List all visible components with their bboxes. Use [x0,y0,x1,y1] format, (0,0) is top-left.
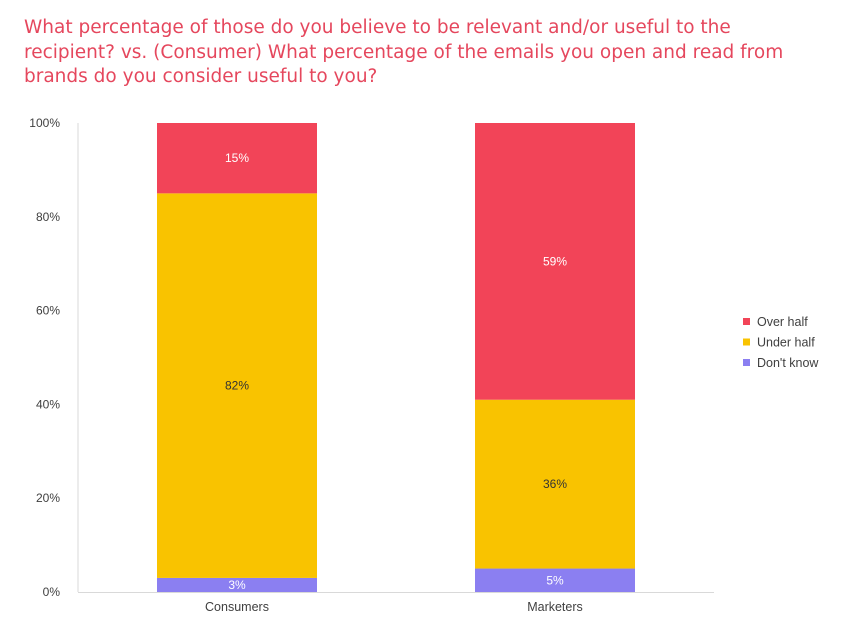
data-label: 5% [546,573,564,587]
y-tick-label: 80% [36,210,60,224]
legend-swatch [743,359,750,366]
legend-label: Under half [757,336,815,350]
data-label: 82% [225,379,249,393]
bar-segment-over-half [475,123,635,400]
legend-label: Over half [757,315,808,329]
data-label: 36% [543,477,567,491]
data-label: 59% [543,254,567,268]
y-tick-label: 0% [43,585,61,599]
y-tick-label: 40% [36,397,60,411]
x-tick-label: Consumers [205,600,269,614]
bar-segment-under-half [157,193,317,578]
x-tick-label: Marketers [527,600,583,614]
data-label: 15% [225,151,249,165]
legend-label: Don't know [757,356,819,370]
y-tick-label: 60% [36,304,60,318]
bar-segment-don-t-know [157,577,317,592]
bar-segment-under-half [475,399,635,569]
bar-segment-don-t-know [475,568,635,592]
y-tick-label: 100% [29,116,60,130]
legend-swatch [743,338,750,346]
chart-title: What percentage of those do you believe … [24,17,784,87]
y-tick-label: 20% [36,491,60,505]
data-label: 3% [228,578,246,592]
legend-swatch [743,318,750,325]
bar-segment-over-half [157,123,317,194]
